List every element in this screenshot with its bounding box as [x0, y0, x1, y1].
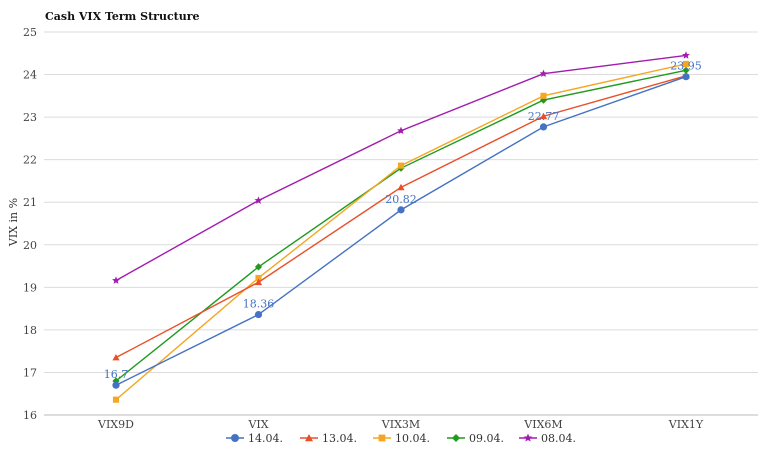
- y-tick-label: 17: [23, 366, 37, 379]
- legend-item: 14.04.: [226, 432, 283, 445]
- data-point: [112, 396, 120, 403]
- legend: 14.04. 13.04. 10.04. 09.04. 08.04.: [226, 432, 576, 445]
- data-point: [682, 66, 690, 74]
- x-tick-label: VIX1Y: [668, 418, 704, 431]
- grid: [44, 31, 758, 416]
- series-1004: [112, 60, 690, 403]
- legend-label: 09.04.: [469, 432, 504, 445]
- data-point: [112, 353, 120, 361]
- series-0804: [112, 51, 690, 284]
- y-tick-label: 19: [23, 281, 37, 294]
- legend-item: 13.04.: [300, 432, 357, 445]
- data-point: [682, 60, 690, 67]
- y-tick-label: 23: [23, 111, 37, 124]
- data-point: [539, 69, 548, 78]
- data-point: [254, 310, 263, 319]
- data-point: [452, 434, 460, 442]
- data-point: [112, 377, 120, 385]
- legend-item: 09.04.: [447, 432, 504, 445]
- legend-item: 08.04.: [519, 432, 576, 445]
- data-point: [112, 381, 120, 389]
- x-tick-label: VIX6M: [523, 418, 562, 431]
- y-tick-label: 22: [23, 154, 37, 167]
- x-tick-label: VIX3M: [381, 418, 420, 431]
- data-labels: 16.7 18.36 20.82 22.77 23.95: [104, 60, 702, 382]
- data-point: [539, 112, 548, 120]
- series-0904: [112, 66, 690, 385]
- y-tick-label: 16: [23, 409, 37, 422]
- data-point: [254, 196, 263, 204]
- legend-label: 10.04.: [395, 432, 430, 445]
- legend-item: 10.04.: [373, 432, 430, 445]
- y-tick-label: 24: [23, 69, 37, 82]
- x-tick-label: VIX9D: [97, 418, 134, 431]
- data-point: [523, 433, 533, 442]
- data-point: [682, 51, 690, 59]
- y-tick-label: 18: [23, 324, 37, 337]
- series-line: [115, 75, 687, 359]
- data-point: [540, 92, 547, 99]
- data-point: [254, 263, 263, 271]
- legend-label: 13.04.: [322, 432, 357, 445]
- data-point: [254, 278, 263, 286]
- data-point: [539, 123, 548, 131]
- y-tick-label: 21: [23, 196, 37, 209]
- series-group: [112, 51, 690, 403]
- y-axis-ticks: 16 17 18 19 20 21 22 23 24 25: [23, 26, 37, 422]
- data-label: 23.95: [670, 60, 702, 73]
- y-tick-label: 25: [23, 26, 37, 39]
- chart-title: Cash VIX Term Structure: [45, 10, 200, 23]
- data-point: [397, 126, 405, 135]
- series-1304: [112, 72, 690, 361]
- data-label: 18.36: [243, 298, 275, 311]
- data-point: [305, 434, 313, 442]
- data-label: 22.77: [528, 110, 560, 123]
- data-point: [255, 274, 262, 282]
- data-point: [397, 162, 405, 169]
- series-1404: [112, 73, 690, 389]
- data-point: [682, 73, 690, 81]
- data-point: [112, 276, 120, 284]
- legend-label: 08.04.: [541, 432, 576, 445]
- data-point: [397, 206, 405, 214]
- legend-label: 14.04.: [248, 432, 283, 445]
- data-point: [397, 183, 405, 191]
- data-label: 16.7: [104, 368, 129, 381]
- series-line: [115, 76, 687, 386]
- x-axis-ticks: VIX9D VIX VIX3M VIX6M VIX1Y: [97, 418, 704, 431]
- data-point: [231, 434, 239, 442]
- y-tick-label: 20: [23, 239, 37, 252]
- data-point: [378, 434, 386, 442]
- data-label: 20.82: [385, 193, 417, 206]
- y-axis-label: VIX in %: [7, 198, 20, 247]
- x-tick-label: VIX: [247, 418, 268, 431]
